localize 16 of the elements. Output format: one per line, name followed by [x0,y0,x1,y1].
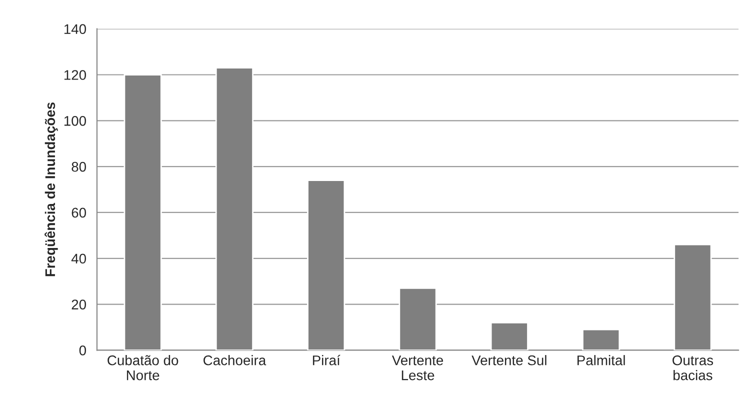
x-tick-label: Piraí [312,354,340,366]
y-tick-label: 140 [64,24,86,34]
y-tick-label: 120 [64,70,86,80]
x-tick-label: Cubatão do Norte [108,355,178,380]
y-tick-label: 60 [72,208,86,218]
y-tick-label: 0 [79,346,86,356]
y-tick-label: 40 [71,254,86,264]
y-tick-label: 80 [72,162,86,172]
x-tick-label: Cachoeira [204,355,266,366]
x-tick-label: Palmital [578,355,625,366]
y-axis-title: Freqüência de Inundações [44,102,58,276]
x-tick-label: Vertente Sul [472,355,546,366]
y-tick-label: 20 [72,300,86,310]
y-tick-label: 100 [64,116,86,126]
x-tick-label: Outras bacias [672,355,714,380]
x-tick-label: Vertente Leste [392,356,444,380]
